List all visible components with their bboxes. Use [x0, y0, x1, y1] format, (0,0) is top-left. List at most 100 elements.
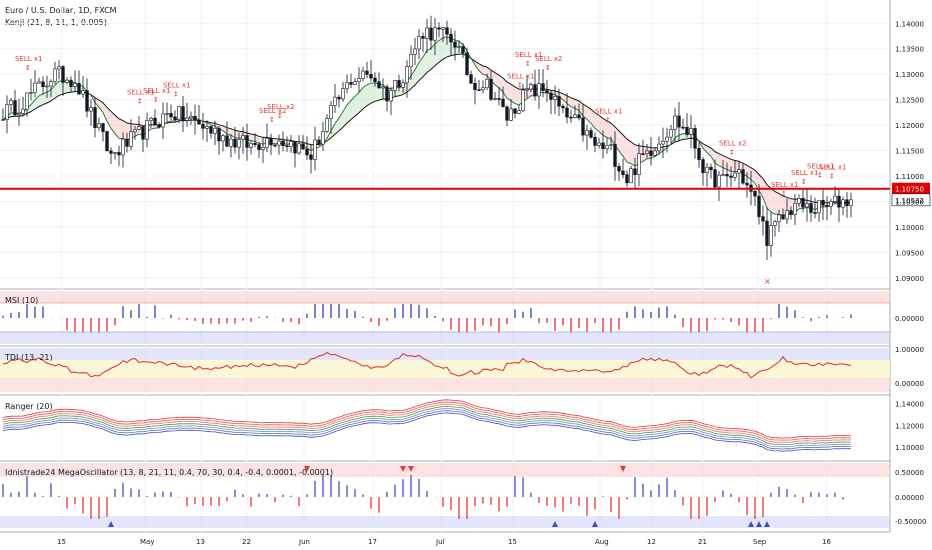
sell-signal-label: SELL x1: [507, 73, 535, 81]
sell-signal-label: SELL x1: [791, 169, 819, 177]
price-tick: 1.12000: [895, 122, 924, 130]
candle-up: [673, 115, 677, 130]
cloud-segment: [483, 65, 487, 76]
candle-down: [101, 123, 105, 132]
candle-down: [181, 106, 185, 121]
candle-down: [821, 199, 825, 206]
candle-down: [765, 220, 769, 246]
candle-up: [29, 92, 33, 94]
ranger-tick: 1.12000: [895, 422, 924, 430]
candle-up: [265, 138, 269, 148]
candle-up: [289, 141, 293, 147]
candle-down: [465, 52, 469, 75]
cloud-segment: [255, 134, 259, 144]
cloud-segment: [747, 165, 751, 180]
candle-down: [561, 105, 565, 109]
candle-up: [133, 129, 137, 133]
tdi-tick: 1.00000: [895, 346, 924, 354]
candle-up: [737, 169, 741, 174]
candle-up: [629, 168, 633, 184]
candle-up: [249, 142, 253, 148]
candle-down: [753, 191, 757, 197]
cloud-segment: [779, 193, 783, 216]
tdi-upper-zone: [0, 348, 890, 360]
candle-up: [605, 145, 609, 150]
candle-down: [157, 124, 161, 128]
candle-down: [193, 115, 197, 121]
candle-down: [757, 195, 761, 217]
sell-signal-label: SELL x2: [535, 55, 563, 63]
sell-signal-label: SELL x1: [595, 107, 623, 115]
time-tick: May: [140, 538, 154, 546]
candle-up: [129, 131, 133, 147]
last-price-tag: [891, 193, 931, 207]
candle-up: [53, 68, 57, 82]
cloud-segment: [775, 191, 779, 215]
cloud-segment: [223, 125, 227, 135]
sell-signal-label: SELL x1: [807, 162, 835, 170]
candle-up: [113, 152, 117, 154]
candle-down: [281, 140, 285, 146]
sell-arrow-icon: ↕: [25, 64, 31, 72]
candle-up: [669, 129, 673, 138]
candle-up: [553, 96, 557, 100]
cloud-segment: [787, 197, 791, 215]
candle-down: [593, 136, 597, 146]
candle-down: [693, 128, 697, 149]
candle-down: [501, 98, 505, 108]
candle-up: [137, 126, 141, 130]
candle-up: [645, 150, 649, 155]
candle-down: [85, 90, 89, 112]
price-tick: 1.10000: [895, 224, 924, 232]
cloud-segment: [39, 93, 43, 107]
candle-down: [825, 204, 829, 207]
cloud-segment: [731, 159, 735, 172]
candle-down: [813, 212, 817, 214]
cloud-segment: [611, 122, 615, 146]
tdi-tick: 0.00000: [895, 380, 924, 388]
cloud-segment: [47, 89, 51, 104]
cloud-segment: [675, 135, 679, 143]
cloud-segment: [755, 170, 759, 191]
candle-down: [305, 148, 309, 156]
candle-up: [205, 126, 209, 129]
mega-up-marker: [756, 521, 762, 527]
candle-up: [441, 27, 445, 30]
slow-ma-line: [2, 53, 852, 204]
sell-arrow-icon: ↕: [829, 172, 835, 180]
cloud-segment: [63, 81, 67, 95]
cloud-segment: [367, 83, 371, 106]
mega-down-marker: [400, 466, 406, 472]
cloud-segment: [735, 160, 739, 172]
cloud-segment: [59, 80, 63, 96]
candle-up: [57, 66, 61, 70]
candle-down: [349, 82, 353, 85]
sell-arrow-icon: ↕: [173, 91, 179, 99]
mega-tick: -0.50000: [895, 518, 926, 526]
cloud-segment: [335, 117, 339, 135]
indicator-label: Kenji (21, 8, 11, 1, 0.005): [5, 18, 107, 27]
candle-down: [789, 210, 793, 215]
candle-down: [801, 198, 805, 208]
cloud-segment: [627, 139, 631, 164]
sell-arrow-icon: ↕: [545, 64, 551, 72]
candle-down: [233, 138, 237, 148]
cloud-segment: [347, 100, 351, 124]
candle-up: [409, 54, 413, 67]
candle-up: [849, 199, 853, 207]
time-tick: 15: [508, 538, 517, 546]
sell-arrow-icon: ↕: [781, 190, 787, 198]
candle-up: [333, 96, 337, 106]
sell-signal-label: SELL x1: [15, 55, 43, 63]
candle-down: [209, 126, 213, 134]
candle-up: [65, 79, 69, 83]
ranger-tick: 1.14000: [895, 400, 924, 408]
candle-down: [153, 117, 157, 126]
tdi-pane: [0, 348, 890, 392]
cloud-segment: [571, 97, 575, 109]
candle-up: [653, 150, 657, 156]
candle-up: [341, 88, 345, 100]
cloud-segment: [235, 130, 239, 139]
candle-up: [609, 144, 613, 146]
